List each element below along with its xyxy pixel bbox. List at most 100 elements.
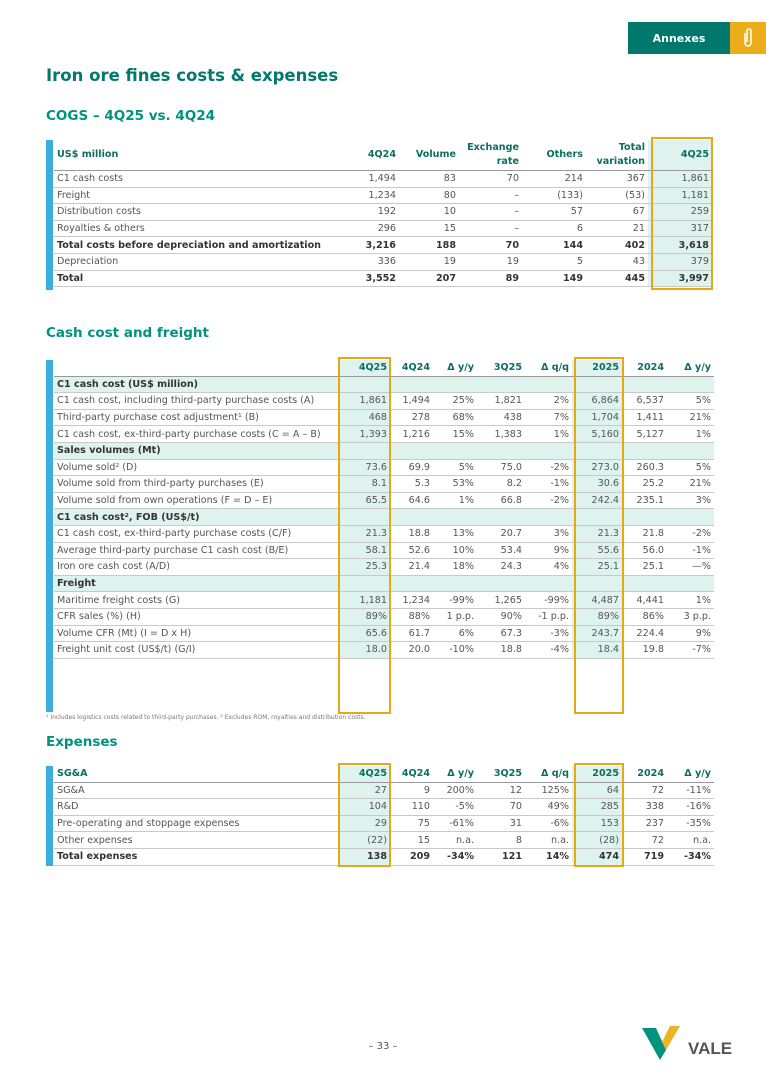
column-header: Δ q/q (525, 360, 572, 377)
column-header: Δ y/y (433, 360, 477, 377)
table-cell (390, 575, 433, 593)
table-cell: 1,216 (390, 425, 433, 443)
table-cell: – (459, 187, 522, 205)
table-cell: 90% (477, 608, 525, 626)
table-cell: 260.3 (622, 459, 667, 477)
table-cell: 75 (390, 815, 433, 833)
table-row: Volume sold² (D) 73.6 69.9 5% 75.0 -2% 273.0 26… (54, 459, 714, 477)
table-cell: 1,234 (390, 591, 433, 609)
row-label: Volume sold² (D) (54, 459, 338, 477)
table-cell: 31 (477, 815, 525, 833)
table-cell: 224.4 (622, 625, 667, 643)
table-cell: -99% (525, 591, 572, 609)
table-cell: 192 (336, 203, 399, 221)
table-cell: -5% (433, 798, 477, 816)
table-cell (433, 575, 477, 593)
table-cell: 72 (622, 831, 667, 849)
table-cell: -1 p.p. (525, 608, 572, 626)
table-cell: 285 (572, 798, 622, 816)
table-cell: 72 (622, 782, 667, 800)
table-cell: 15% (433, 425, 477, 443)
row-label: C1 cash cost, including third-party purc… (54, 392, 338, 410)
table-cell: -1% (525, 475, 572, 493)
table-cell: 6 (522, 220, 586, 238)
table-row: SG&A 27 9 200% 12 125% 64 72 -11% (54, 782, 714, 800)
table-cell: 1,704 (572, 409, 622, 427)
table-cell: 18.8 (477, 641, 525, 659)
table-cell: 88% (390, 608, 433, 626)
table-row: Third-party purchase cost adjustment¹ (B… (54, 409, 714, 427)
table-cell: 21.8 (622, 525, 667, 543)
table-cell: 52.6 (390, 542, 433, 560)
table-cell: 1,234 (336, 187, 399, 205)
table-cell: 2% (525, 392, 572, 410)
table-cell: 83 (399, 170, 459, 188)
table-cell: 65.6 (338, 625, 390, 643)
row-label: C1 cash cost, ex-third-party purchase co… (54, 425, 338, 443)
table-cell: 27 (338, 782, 390, 800)
table-cell (667, 508, 714, 526)
table-cell: 10% (433, 542, 477, 560)
table-cell: 20.7 (477, 525, 525, 543)
table-cell: 1,494 (336, 170, 399, 188)
table-row: Average third-party purchase C1 cash cos… (54, 542, 714, 560)
table-cell: 3% (525, 525, 572, 543)
table-cell: 237 (622, 815, 667, 833)
cash-table-wrap: 4Q25 4Q24 Δ y/y 3Q25 Δ q/q 2025 2024 Δ y/y C1 ca… (46, 357, 714, 714)
table-cell: 68% (433, 409, 477, 427)
table-cell (338, 442, 390, 460)
table-cell: 209 (390, 848, 433, 866)
table-cell: 144 (522, 236, 586, 254)
table-cell: 1% (433, 492, 477, 510)
annexes-tab[interactable]: Annexes (628, 22, 730, 54)
table-cell: 21% (667, 409, 714, 427)
table-cell: 53% (433, 475, 477, 493)
table-cell: 21% (667, 475, 714, 493)
table-cell: -35% (667, 815, 714, 833)
table-cell: 6,537 (622, 392, 667, 410)
table-cell: 57 (522, 203, 586, 221)
page-title: Iron ore fines costs & expenses (46, 66, 339, 85)
page-number: – 33 – (368, 1041, 398, 1052)
table-cell: 8.2 (477, 475, 525, 493)
table-cell: 1,393 (338, 425, 390, 443)
table-cell: 21.4 (390, 558, 433, 576)
row-label: Volume sold from own operations (F = D –… (54, 492, 338, 510)
table-row: R&D 104 110 -5% 70 49% 285 338 -16% (54, 798, 714, 816)
table-cell (525, 442, 572, 460)
cogs-table: US$ million 4Q24 Volume Exchange rate Others… (54, 140, 712, 288)
table-cell (622, 575, 667, 593)
table-cell: 317 (648, 220, 712, 238)
table-cell: 73.6 (338, 459, 390, 477)
row-label: Distribution costs (54, 203, 336, 221)
table-cell: 5% (667, 392, 714, 410)
row-label: Volume sold from third-party purchases (… (54, 475, 338, 493)
table-cell: 25.2 (622, 475, 667, 493)
row-label: SG&A (54, 782, 338, 800)
table-cell: 1,494 (390, 392, 433, 410)
row-label: Royalties & others (54, 220, 336, 238)
table-cell: 14% (525, 848, 572, 866)
row-label: Depreciation (54, 253, 336, 271)
table-row: Depreciation 336 19 19 5 43 379 (54, 253, 712, 271)
table-cell: 70 (459, 236, 522, 254)
row-label: Freight (54, 187, 336, 205)
table-cell: 8 (477, 831, 525, 849)
table-cell: -4% (525, 641, 572, 659)
table-cell: 56.0 (622, 542, 667, 560)
column-header: 2025 (572, 766, 622, 783)
table-cell: 25.1 (572, 558, 622, 576)
row-label: Volume CFR (Mt) (I = D x H) (54, 625, 338, 643)
table-cell (572, 376, 622, 394)
table-cell: -16% (667, 798, 714, 816)
table-cell: 338 (622, 798, 667, 816)
row-label: C1 cash cost (US$ million) (54, 376, 338, 394)
table-cell: 58.1 (338, 542, 390, 560)
table-cell (667, 575, 714, 593)
table-cell: 474 (572, 848, 622, 866)
column-header: Δ y/y (433, 766, 477, 783)
table-cell: 61.7 (390, 625, 433, 643)
table-cell: 43 (586, 253, 648, 271)
table-cell: —% (667, 558, 714, 576)
column-header: Δ q/q (525, 766, 572, 783)
